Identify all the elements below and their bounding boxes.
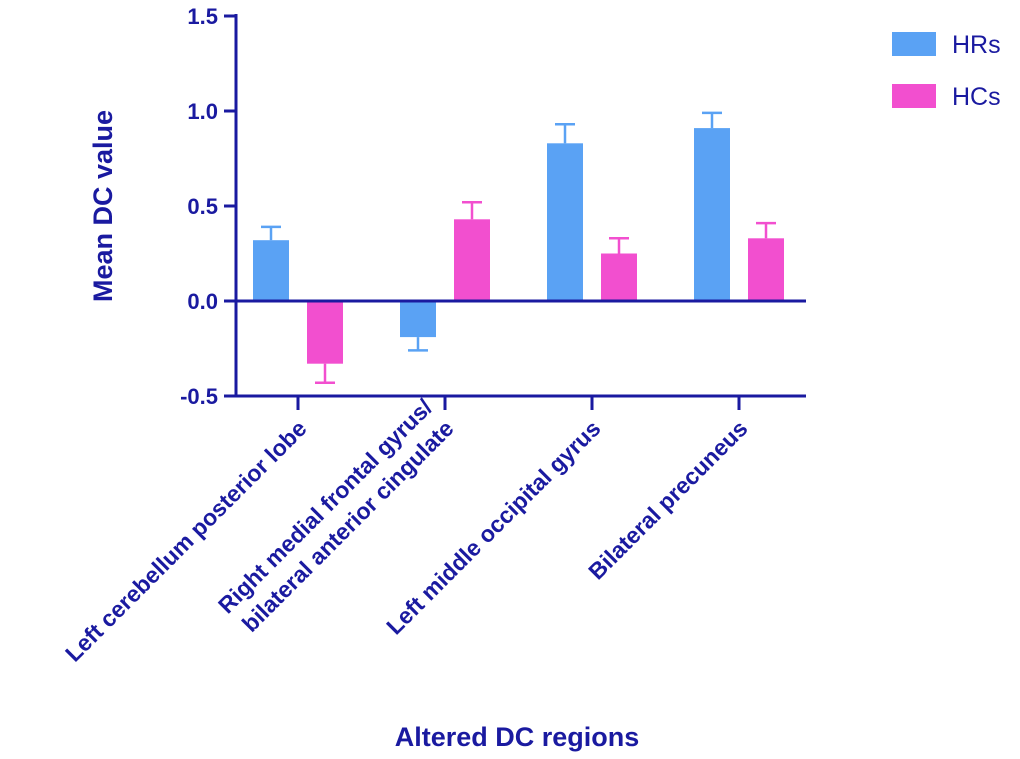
bar-hcs-2 — [454, 219, 490, 301]
error-bar-hrs-4 — [702, 111, 722, 129]
error-bar-hcs-3 — [609, 237, 629, 254]
error-bar-hrs-2 — [408, 337, 428, 352]
error-bar-hrs-3 — [555, 123, 575, 144]
y-tick-label: -0.5 — [180, 384, 218, 409]
y-tick-label: 1.0 — [187, 99, 218, 124]
x-category-label-line: Right medial frontal gyrus/ — [213, 394, 438, 619]
bar-hcs-1 — [307, 301, 343, 364]
bar-hcs-3 — [601, 253, 637, 301]
legend-swatch — [892, 32, 936, 56]
y-tick-label: 0.5 — [187, 194, 218, 219]
legend-label: HCs — [952, 83, 1001, 111]
legend-label: HRs — [952, 31, 1001, 59]
error-bar-hcs-1 — [315, 363, 335, 384]
error-bar-hrs-1 — [261, 225, 281, 241]
bar-hrs-1 — [253, 240, 289, 301]
x-axis-title: Altered DC regions — [395, 722, 640, 752]
bar-hcs-4 — [748, 238, 784, 301]
bar-hrs-3 — [547, 143, 583, 301]
bar-hrs-2 — [400, 301, 436, 338]
y-axis-title: Mean DC value — [88, 110, 118, 302]
x-category-label-line: Bilateral precuneus — [583, 415, 752, 584]
y-tick-label: 0.0 — [187, 289, 218, 314]
error-bar-hcs-4 — [756, 221, 776, 239]
y-tick-label: 1.5 — [187, 4, 218, 29]
legend-item-hcs: HCs — [892, 83, 1001, 111]
x-category-label-4: Bilateral precuneus — [583, 415, 752, 584]
legend: HRs HCs — [892, 31, 1001, 111]
legend-item-hrs: HRs — [892, 31, 1001, 59]
bar-hrs-4 — [694, 128, 730, 301]
legend-swatch — [892, 84, 936, 108]
error-bar-hcs-2 — [462, 200, 482, 220]
bars-layer — [253, 111, 784, 384]
